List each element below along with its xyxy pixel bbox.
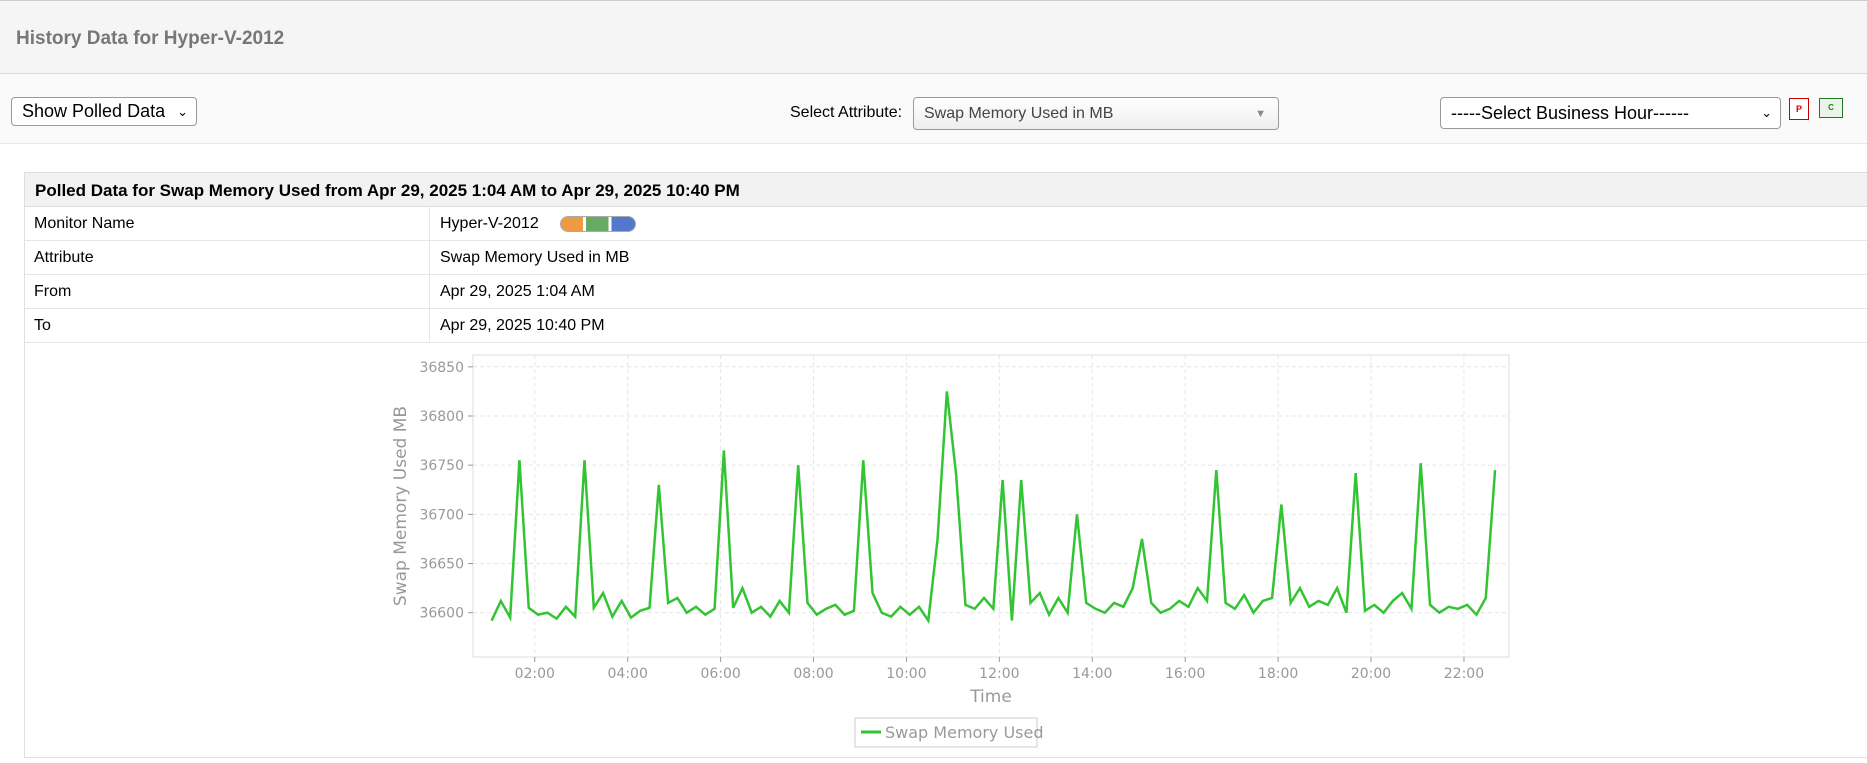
header: History Data for Hyper-V-2012 <box>0 0 1867 74</box>
y-tick-label: 36850 <box>419 360 464 376</box>
detail-row: To Apr 29, 2025 10:40 PM <box>24 309 1867 343</box>
view-icons[interactable] <box>560 216 636 232</box>
page-title: History Data for Hyper-V-2012 <box>16 28 285 49</box>
chevron: ⌄ <box>177 103 188 119</box>
x-tick-label: 10:00 <box>886 666 926 682</box>
detail-label: To <box>34 317 51 334</box>
detail-divider <box>429 207 430 240</box>
legend <box>854 717 1038 748</box>
x-tick-label: 16:00 <box>1165 666 1205 682</box>
csv-icon[interactable]: C <box>1819 98 1843 118</box>
pdf-icon[interactable]: P <box>1789 98 1809 120</box>
attribute-select[interactable]: Swap Memory Used in MB ▼ <box>913 97 1279 130</box>
detail-value: Hyper-V-2012 <box>440 215 539 232</box>
y-tick-label: 36700 <box>419 507 464 523</box>
x-tick-label: 08:00 <box>793 666 833 682</box>
business-hour-select[interactable]: -----Select Business Hour------ ⌄ <box>1440 97 1781 129</box>
arrow: ▼ <box>1255 107 1266 120</box>
detail-divider <box>429 309 430 342</box>
view-select-text: Show Polled Data <box>22 101 166 121</box>
detail-divider <box>429 241 430 274</box>
chevron: ⌄ <box>1761 105 1772 120</box>
x-tick-label: 18:00 <box>1258 666 1298 682</box>
y-tick-label: 36800 <box>419 409 464 425</box>
detail-value: Apr 29, 2025 1:04 AM <box>440 283 595 300</box>
line-series <box>490 391 1497 625</box>
attribute-select-text: Swap Memory Used in MB <box>924 104 1114 122</box>
detail-row: From Apr 29, 2025 1:04 AM <box>24 275 1867 309</box>
y-axis-label: Swap Memory Used MB <box>391 406 411 606</box>
y-tick-label: 36650 <box>419 557 464 573</box>
panel-header: Polled Data for Swap Memory Used from Ap… <box>24 172 1867 207</box>
panel-title: Polled Data for Swap Memory Used from Ap… <box>35 181 740 200</box>
detail-value: Apr 29, 2025 10:40 PM <box>440 317 605 334</box>
business-hour-select-text: -----Select Business Hour------ <box>1451 102 1690 123</box>
legend-label: Swap Memory Used <box>885 723 1044 742</box>
detail-row: Monitor Name Hyper-V-2012 <box>24 207 1867 241</box>
y-tick-label: 36600 <box>419 606 464 622</box>
x-tick-label: 04:00 <box>608 666 648 682</box>
detail-value: Swap Memory Used in MB <box>440 249 630 266</box>
detail-label: Attribute <box>34 249 94 266</box>
x-tick-label: 06:00 <box>700 666 740 682</box>
x-tick-label: 12:00 <box>979 666 1019 682</box>
detail-label: From <box>34 283 72 300</box>
detail-divider <box>429 275 430 308</box>
x-tick-label: 22:00 <box>1444 666 1484 682</box>
view-select[interactable]: Show Polled Data ⌄ <box>11 97 197 126</box>
x-tick-label: 20:00 <box>1351 666 1391 682</box>
x-axis-label: Time <box>969 687 1012 707</box>
x-tick-label: 14:00 <box>1072 666 1112 682</box>
attribute-label: Select Attribute: <box>790 104 903 121</box>
x-tick-label: 02:00 <box>515 666 555 682</box>
y-tick-label: 36750 <box>419 458 464 474</box>
detail-label: Monitor Name <box>34 215 135 232</box>
detail-row: Attribute Swap Memory Used in MB <box>24 241 1867 275</box>
